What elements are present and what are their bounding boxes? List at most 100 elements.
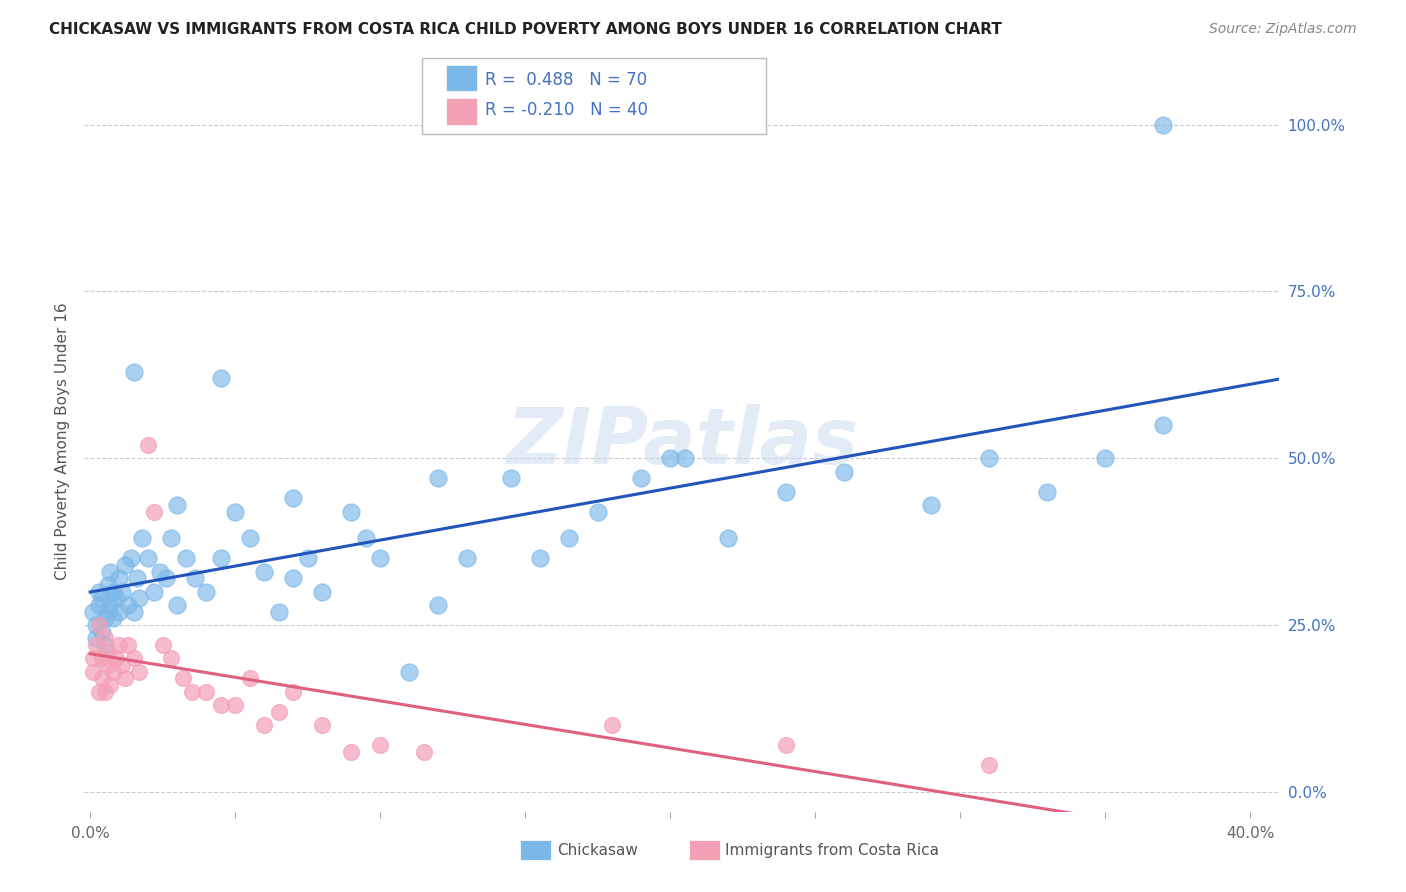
- Point: [775, 738, 797, 752]
- Point: [117, 638, 139, 652]
- Point: [1152, 118, 1174, 132]
- Point: [97, 657, 120, 672]
- Point: [105, 591, 128, 606]
- Point: [114, 671, 136, 685]
- Point: [103, 584, 125, 599]
- Point: [239, 671, 262, 685]
- Point: [97, 605, 120, 619]
- Point: [100, 565, 122, 579]
- Point: [979, 451, 1001, 466]
- Point: [427, 598, 450, 612]
- Point: [152, 638, 174, 652]
- Point: [111, 657, 134, 672]
- Point: [114, 558, 136, 572]
- Point: [125, 571, 148, 585]
- Point: [93, 611, 115, 625]
- Point: [340, 745, 363, 759]
- Point: [920, 498, 942, 512]
- Point: [183, 571, 205, 585]
- Point: [1036, 484, 1059, 499]
- Point: [1094, 451, 1116, 466]
- Point: [368, 551, 391, 566]
- Point: [122, 364, 145, 378]
- Point: [97, 578, 120, 592]
- Point: [120, 551, 142, 566]
- Point: [131, 531, 153, 545]
- Point: [673, 451, 696, 466]
- Point: [195, 684, 218, 698]
- Point: [128, 665, 150, 679]
- Point: [775, 484, 797, 499]
- Point: [253, 565, 276, 579]
- Point: [82, 651, 104, 665]
- Point: [90, 651, 112, 665]
- Point: [166, 598, 188, 612]
- Text: Immigrants from Costa Rica: Immigrants from Costa Rica: [725, 843, 939, 857]
- Point: [558, 531, 581, 545]
- Point: [97, 645, 120, 659]
- Point: [368, 738, 391, 752]
- Point: [108, 571, 131, 585]
- Point: [84, 632, 107, 646]
- Point: [100, 598, 122, 612]
- Point: [84, 638, 107, 652]
- Point: [136, 438, 159, 452]
- Point: [717, 531, 740, 545]
- Point: [267, 705, 290, 719]
- Point: [93, 632, 115, 646]
- Point: [209, 698, 232, 712]
- Point: [117, 598, 139, 612]
- Point: [283, 571, 305, 585]
- Point: [82, 665, 104, 679]
- Point: [209, 551, 232, 566]
- Text: Source: ZipAtlas.com: Source: ZipAtlas.com: [1209, 22, 1357, 37]
- Text: R = -0.210   N = 40: R = -0.210 N = 40: [485, 101, 648, 120]
- Point: [283, 684, 305, 698]
- Point: [311, 718, 333, 732]
- Point: [224, 505, 246, 519]
- Text: R =  0.488   N = 70: R = 0.488 N = 70: [485, 71, 647, 89]
- Point: [209, 371, 232, 385]
- Point: [143, 584, 166, 599]
- Point: [195, 584, 218, 599]
- Point: [84, 618, 107, 632]
- Point: [90, 591, 112, 606]
- Point: [100, 678, 122, 692]
- Point: [267, 605, 290, 619]
- Point: [160, 651, 183, 665]
- Point: [103, 611, 125, 625]
- Point: [87, 584, 110, 599]
- Point: [160, 531, 183, 545]
- Point: [499, 471, 522, 485]
- Text: Chickasaw: Chickasaw: [557, 843, 638, 857]
- Text: ZIPatlas: ZIPatlas: [506, 403, 858, 480]
- Point: [354, 531, 377, 545]
- Point: [105, 651, 128, 665]
- Point: [90, 671, 112, 685]
- Point: [456, 551, 478, 566]
- Point: [128, 591, 150, 606]
- Point: [103, 665, 125, 679]
- Point: [529, 551, 551, 566]
- Point: [297, 551, 319, 566]
- Point: [283, 491, 305, 506]
- Point: [180, 684, 202, 698]
- Point: [122, 651, 145, 665]
- Point: [253, 718, 276, 732]
- Point: [136, 551, 159, 566]
- Point: [90, 624, 112, 639]
- Point: [172, 671, 194, 685]
- Point: [979, 758, 1001, 772]
- Point: [108, 638, 131, 652]
- Point: [143, 505, 166, 519]
- Y-axis label: Child Poverty Among Boys Under 16: Child Poverty Among Boys Under 16: [55, 302, 70, 581]
- Point: [155, 571, 177, 585]
- Point: [87, 618, 110, 632]
- Point: [586, 505, 609, 519]
- Point: [398, 665, 420, 679]
- Point: [412, 745, 434, 759]
- Point: [166, 498, 188, 512]
- Point: [311, 584, 333, 599]
- Point: [87, 684, 110, 698]
- Point: [224, 698, 246, 712]
